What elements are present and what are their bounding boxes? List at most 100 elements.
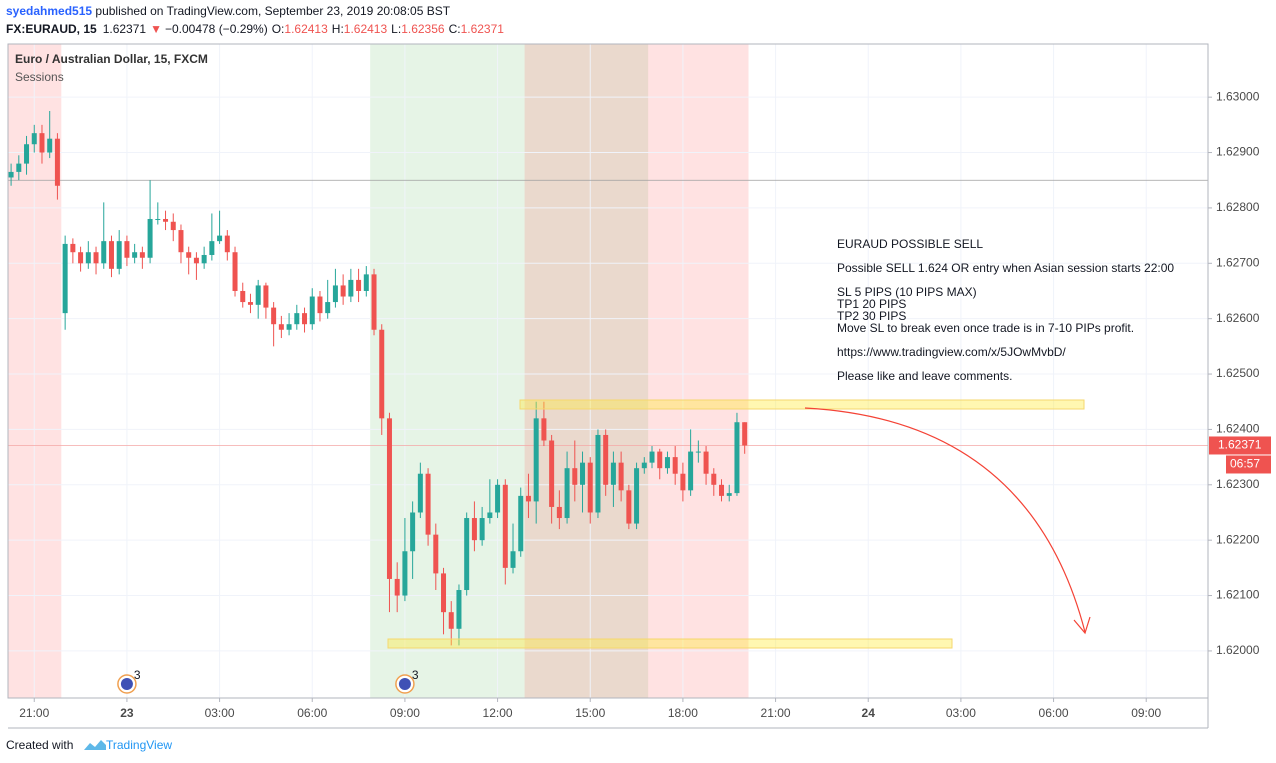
candle-body xyxy=(348,279,354,297)
candle-body xyxy=(302,313,308,325)
x-tick-label: 21:00 xyxy=(761,706,791,720)
countdown-label: 06:57 xyxy=(1230,457,1260,471)
arrow-curve xyxy=(804,407,1086,633)
candle-body xyxy=(386,418,392,579)
candle-body xyxy=(626,490,632,524)
candle-body xyxy=(525,495,531,502)
session xyxy=(524,44,749,698)
candle-body xyxy=(695,451,701,453)
candle-body xyxy=(294,313,300,325)
annotation-line: Possible SELL 1.624 OR entry when Asian … xyxy=(837,261,1174,275)
event-count: 3 xyxy=(134,668,141,682)
candle-body xyxy=(726,493,732,496)
candle-body xyxy=(641,462,647,469)
candle-body xyxy=(201,254,207,264)
candle-body xyxy=(47,138,53,153)
candle-body xyxy=(402,551,408,596)
candle-body xyxy=(610,462,616,485)
candle-body xyxy=(657,451,663,469)
candle-body xyxy=(417,473,423,513)
candle-body xyxy=(703,451,709,474)
author[interactable]: syedahmed515 xyxy=(6,4,92,18)
candle-body xyxy=(155,218,161,220)
y-tick-label: 1.62700 xyxy=(1216,255,1260,269)
x-tick-label: 24 xyxy=(862,706,876,720)
y-tick-label: 1.62100 xyxy=(1216,588,1260,602)
candle-body xyxy=(572,468,578,485)
candle-body xyxy=(564,468,570,519)
candle-body xyxy=(742,422,748,446)
candle-body xyxy=(448,612,454,629)
footer-brand[interactable]: TradingView xyxy=(106,738,172,752)
candle-body xyxy=(193,257,199,264)
candle-body xyxy=(502,484,508,568)
header-line: syedahmed515 published on TradingView.co… xyxy=(6,4,451,18)
annotation-line: Please like and leave comments. xyxy=(837,369,1012,383)
candle-body xyxy=(394,578,400,596)
candle-body xyxy=(425,473,431,535)
candle-body xyxy=(664,457,670,469)
candle-body xyxy=(286,324,292,330)
ohlc-label: O: xyxy=(272,22,285,36)
candle-body xyxy=(634,468,640,524)
candle-body xyxy=(510,551,516,568)
x-tick-label: 09:00 xyxy=(390,706,420,720)
resistance-box xyxy=(519,399,1085,410)
candle-body xyxy=(587,462,593,513)
candle-body xyxy=(232,252,238,291)
candle-body xyxy=(356,279,362,291)
ohlc-value: 1.62413 xyxy=(284,22,328,36)
candle-body xyxy=(649,451,655,463)
candle-body xyxy=(410,512,416,552)
arrow: ▼ xyxy=(150,22,162,36)
x-tick-label: 15:00 xyxy=(575,706,605,720)
candle-body xyxy=(603,434,609,485)
plot-border xyxy=(7,43,1209,699)
candle-body xyxy=(471,518,477,541)
candle-body xyxy=(186,252,192,258)
x-tick-label: 06:00 xyxy=(297,706,327,720)
y-tick-label: 1.63000 xyxy=(1216,89,1260,103)
ohlc-label: C: xyxy=(449,22,461,36)
chart-title: Euro / Australian Dollar, 15, FXCM xyxy=(15,52,208,66)
x-tick-label: 21:00 xyxy=(19,706,49,720)
candle-body xyxy=(680,473,686,491)
annotation-line: TP1 20 PIPS xyxy=(837,297,906,311)
x-tick-label: 23 xyxy=(120,706,134,720)
event-flag xyxy=(120,678,133,690)
y-tick-label: 1.62400 xyxy=(1216,422,1260,436)
candle-body xyxy=(240,290,246,303)
candle-body xyxy=(39,133,45,153)
candle-body xyxy=(672,457,678,474)
candle-body xyxy=(116,241,122,269)
candle-body xyxy=(688,451,694,491)
x-tick-label: 12:00 xyxy=(483,706,513,720)
change: −0.00478 (−0.29%) xyxy=(165,22,268,36)
candle-body xyxy=(139,252,145,258)
candle-body xyxy=(93,252,99,264)
candle-body xyxy=(101,241,107,264)
event-flag xyxy=(398,678,411,690)
candle-body xyxy=(62,243,68,314)
candle-body xyxy=(479,518,485,541)
candle-body xyxy=(433,534,439,574)
symbol: FX:EURAUD, 15 xyxy=(6,22,97,36)
candle-body xyxy=(209,241,215,255)
candle-body xyxy=(132,252,138,258)
plot: EURAUD POSSIBLE SELL Possible SELL 1.624 … xyxy=(8,44,1208,698)
candle-body xyxy=(317,296,323,314)
annotation-line: TP2 30 PIPS xyxy=(837,309,906,323)
candle-body xyxy=(518,495,524,552)
candle-body xyxy=(255,285,261,305)
published: published on TradingView.com, September … xyxy=(92,4,451,18)
candle-body xyxy=(263,285,269,308)
candle-body xyxy=(533,418,539,502)
candle-body xyxy=(163,218,169,222)
ohlc-label: H: xyxy=(332,22,344,36)
symbol-line: FX:EURAUD, 15 1.62371 ▼ −0.00478 (−0.29%) O:… xyxy=(6,22,504,36)
candle-body xyxy=(108,241,114,269)
candle-body xyxy=(247,302,253,305)
candle-body xyxy=(54,138,60,186)
annotation-line: Move SL to break even once trade is in 7… xyxy=(837,321,1134,335)
candle-body xyxy=(217,235,223,242)
